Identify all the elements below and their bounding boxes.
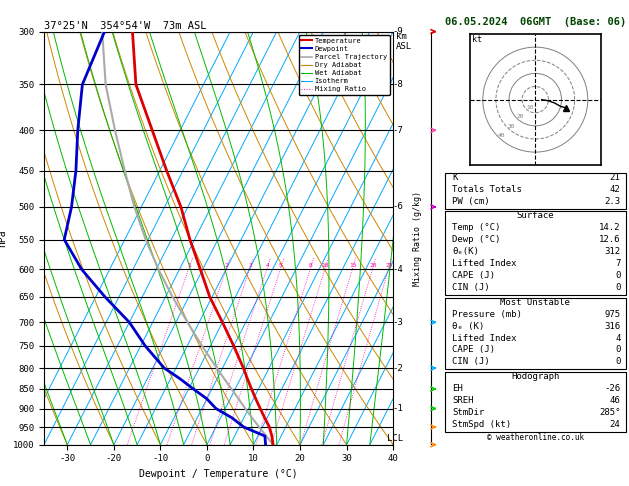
Text: 10: 10 (321, 263, 329, 268)
Text: 37°25'N  354°54'W  73m ASL: 37°25'N 354°54'W 73m ASL (44, 21, 206, 31)
Text: CAPE (J): CAPE (J) (452, 271, 495, 280)
Text: -8: -8 (392, 80, 403, 89)
Text: 30: 30 (508, 123, 515, 129)
Text: 5: 5 (279, 263, 283, 268)
Text: -6: -6 (392, 202, 403, 211)
Text: 0: 0 (615, 357, 620, 366)
Text: StmDir: StmDir (452, 408, 484, 417)
Text: 14.2: 14.2 (599, 224, 620, 232)
Text: 8: 8 (309, 263, 313, 268)
Legend: Temperature, Dewpoint, Parcel Trajectory, Dry Adiabat, Wet Adiabat, Isotherm, Mi: Temperature, Dewpoint, Parcel Trajectory… (299, 35, 389, 95)
Bar (445, 211, 626, 295)
Text: Pressure (mb): Pressure (mb) (452, 310, 522, 319)
Text: 0: 0 (615, 271, 620, 280)
Text: 15: 15 (349, 263, 357, 268)
Text: CIN (J): CIN (J) (452, 283, 489, 292)
Text: 975: 975 (604, 310, 620, 319)
Text: Totals Totals: Totals Totals (452, 185, 522, 194)
Text: © weatheronline.co.uk: © weatheronline.co.uk (487, 433, 584, 442)
X-axis label: Dewpoint / Temperature (°C): Dewpoint / Temperature (°C) (139, 469, 298, 479)
Bar (445, 298, 626, 369)
Text: Hodograph: Hodograph (511, 372, 559, 381)
Bar (445, 173, 626, 208)
Text: 21: 21 (610, 173, 620, 182)
Text: K: K (452, 173, 457, 182)
Text: 0: 0 (615, 283, 620, 292)
Text: 312: 312 (604, 247, 620, 256)
Text: 24: 24 (610, 420, 620, 429)
Text: 2: 2 (225, 263, 229, 268)
Text: LCL: LCL (387, 434, 403, 443)
Text: -1: -1 (392, 404, 403, 413)
Text: -9: -9 (392, 27, 403, 36)
Text: EH: EH (452, 384, 463, 393)
Text: -3: -3 (392, 318, 403, 327)
Text: km
ASL: km ASL (396, 32, 412, 51)
Text: Lifted Index: Lifted Index (452, 259, 516, 268)
Text: Dewp (°C): Dewp (°C) (452, 235, 500, 244)
Text: SREH: SREH (452, 396, 474, 405)
Text: 7: 7 (615, 259, 620, 268)
Text: θₑ(K): θₑ(K) (452, 247, 479, 256)
Text: θₑ (K): θₑ (K) (452, 322, 484, 330)
Text: Mixing Ratio (g/kg): Mixing Ratio (g/kg) (413, 191, 421, 286)
Text: -2: -2 (392, 364, 403, 373)
Text: 25: 25 (385, 263, 392, 268)
Text: 12.6: 12.6 (599, 235, 620, 244)
Text: 42: 42 (610, 185, 620, 194)
Text: 10: 10 (526, 105, 533, 110)
Text: -7: -7 (392, 126, 403, 135)
Y-axis label: hPa: hPa (0, 229, 8, 247)
Text: Temp (°C): Temp (°C) (452, 224, 500, 232)
Text: 4: 4 (615, 333, 620, 343)
Text: CAPE (J): CAPE (J) (452, 346, 495, 354)
Text: 3: 3 (248, 263, 252, 268)
Text: 285°: 285° (599, 408, 620, 417)
Text: -26: -26 (604, 384, 620, 393)
Text: Most Unstable: Most Unstable (500, 298, 571, 307)
Text: 06.05.2024  06GMT  (Base: 06): 06.05.2024 06GMT (Base: 06) (445, 17, 626, 27)
Text: 0: 0 (615, 346, 620, 354)
Text: 20: 20 (369, 263, 377, 268)
Text: 316: 316 (604, 322, 620, 330)
Text: Lifted Index: Lifted Index (452, 333, 516, 343)
Text: 46: 46 (610, 396, 620, 405)
Text: Surface: Surface (516, 211, 554, 221)
Text: 40: 40 (498, 133, 506, 138)
Bar (445, 372, 626, 432)
Text: -4: -4 (392, 265, 403, 274)
Text: 20: 20 (516, 114, 524, 119)
Text: PW (cm): PW (cm) (452, 197, 489, 206)
Text: 2.3: 2.3 (604, 197, 620, 206)
Text: kt: kt (472, 35, 482, 44)
Text: 1: 1 (187, 263, 191, 268)
Text: CIN (J): CIN (J) (452, 357, 489, 366)
Text: StmSpd (kt): StmSpd (kt) (452, 420, 511, 429)
Text: 4: 4 (265, 263, 269, 268)
